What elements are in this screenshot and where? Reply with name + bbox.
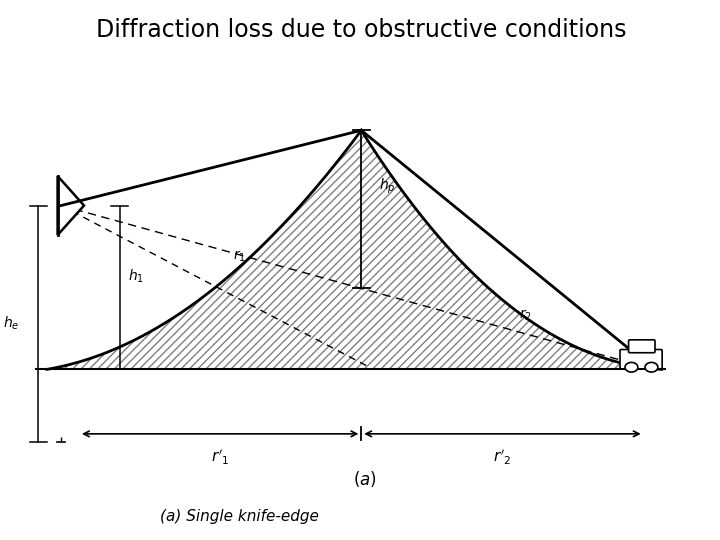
Circle shape	[645, 362, 658, 372]
Text: (a) Single knife-edge: (a) Single knife-edge	[161, 509, 319, 524]
Polygon shape	[58, 176, 84, 235]
Text: $r_1$: $r_1$	[233, 249, 246, 264]
Circle shape	[625, 362, 638, 372]
Text: $r_2$: $r_2$	[519, 308, 532, 323]
Text: $h_e$: $h_e$	[3, 315, 19, 333]
Text: $r'_2$: $r'_2$	[493, 447, 512, 467]
FancyBboxPatch shape	[629, 340, 655, 353]
Text: $h_p$: $h_p$	[379, 177, 396, 197]
FancyBboxPatch shape	[620, 349, 662, 369]
Text: Diffraction loss due to obstructive conditions: Diffraction loss due to obstructive cond…	[96, 17, 626, 42]
Text: $h_1$: $h_1$	[128, 268, 145, 286]
Polygon shape	[47, 130, 662, 369]
Text: $(a)$: $(a)$	[353, 469, 377, 489]
Text: $r'_1$: $r'_1$	[211, 447, 230, 467]
